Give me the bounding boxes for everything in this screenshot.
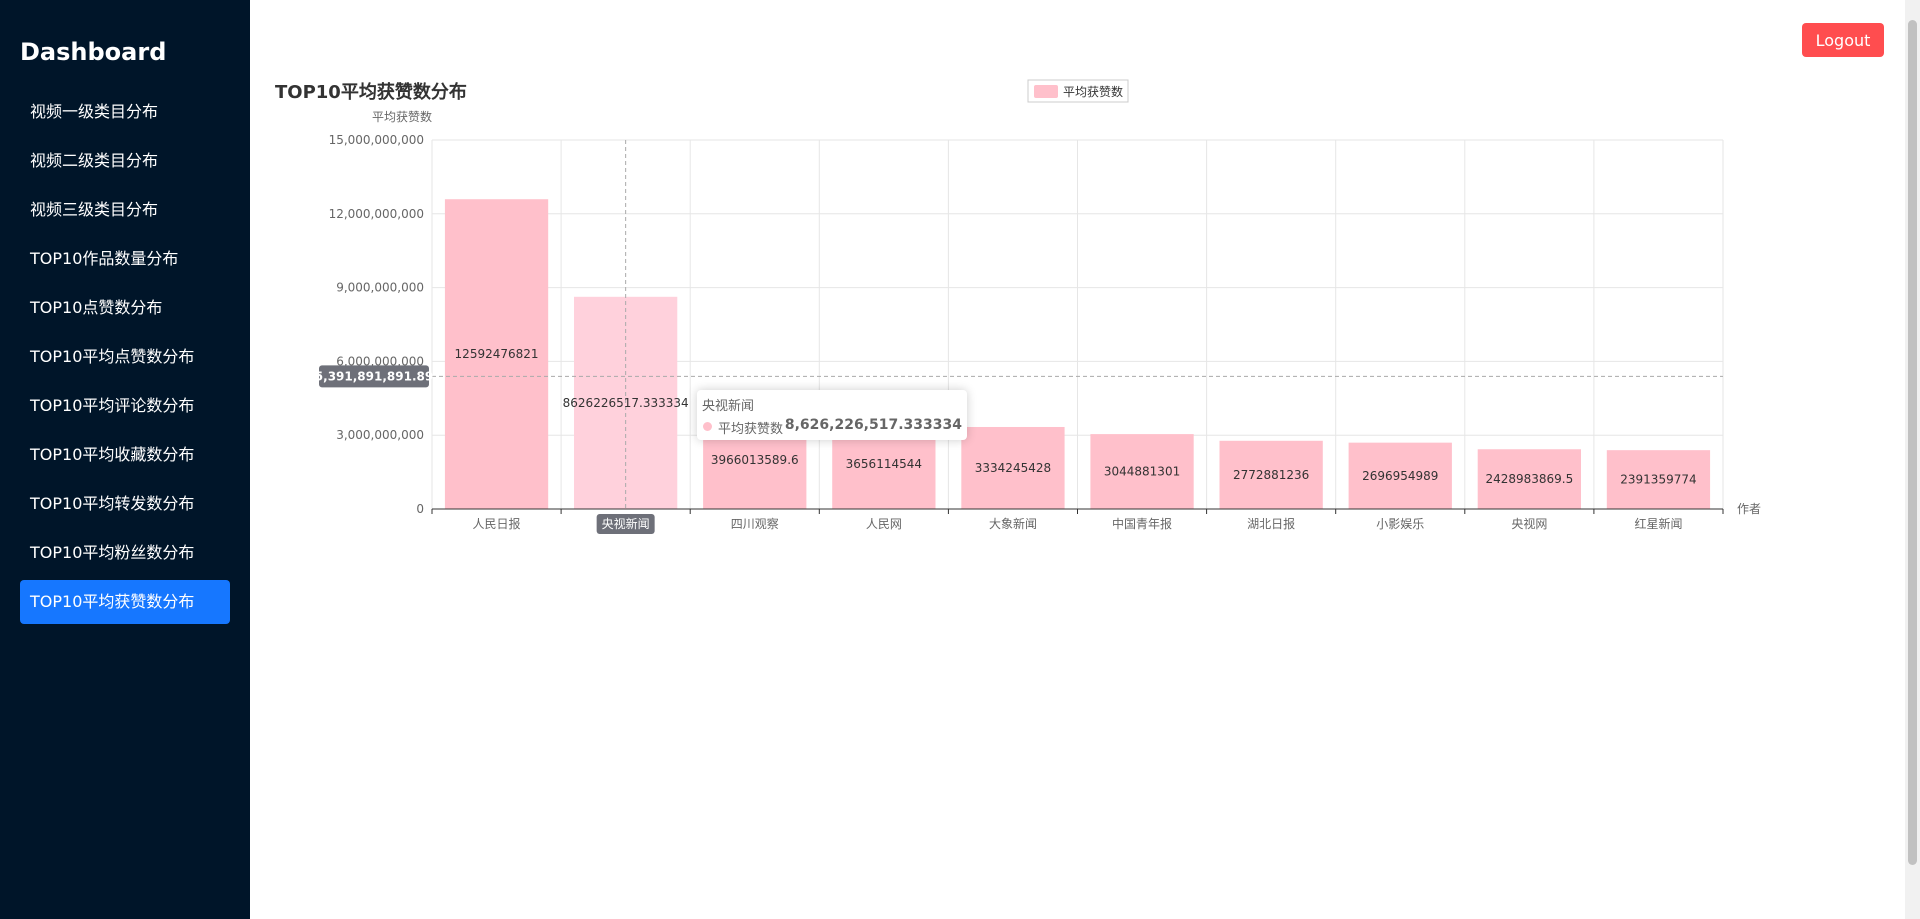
- x-category-label-4: 大象新闻: [989, 516, 1037, 531]
- tooltip-value: 8,626,226,517.333334: [784, 417, 962, 433]
- legend-swatch: [1034, 85, 1058, 98]
- y-tick-label: 0: [416, 502, 424, 516]
- y-tick-label: 15,000,000,000: [329, 133, 424, 147]
- sidebar-item-5[interactable]: TOP10平均点赞数分布: [30, 347, 195, 366]
- pointer-value-label: 5,391,891,891.89: [315, 369, 433, 383]
- bar-6: [1219, 440, 1323, 509]
- sidebar: Dashboard 视频一级类目分布 视频二级类目分布 视频三级类目分布 TOP10作…: [0, 0, 250, 919]
- y-tick-label: 6,000,000,000: [336, 354, 424, 368]
- x-category-label-2: 四川观察: [731, 517, 779, 531]
- sidebar-item-9[interactable]: TOP10平均粉丝数分布: [30, 543, 195, 562]
- x-category-label-1: 央视新闻: [602, 516, 650, 531]
- sidebar-item-7[interactable]: TOP10平均收藏数分布: [30, 445, 195, 464]
- tooltip-series-marker: [703, 422, 712, 431]
- brand-title: Dashboard: [20, 38, 167, 66]
- legend-label: 平均获赞数: [1063, 84, 1123, 99]
- x-category-label-0: 人民日报: [473, 516, 521, 531]
- main-content: Logout: [250, 0, 1920, 919]
- x-category-label-8: 央视网: [1511, 516, 1547, 531]
- x-category-label-9: 红星新闻: [1634, 516, 1682, 531]
- x-category-label-6: 湖北日报: [1247, 516, 1295, 531]
- sidebar-item-2[interactable]: 视频三级类目分布: [30, 200, 159, 219]
- bar-value-label-3: 3656114544: [846, 457, 922, 471]
- y-tick-label: 12,000,000,000: [329, 207, 424, 221]
- bar-0: [444, 199, 549, 509]
- bar-9: [1606, 450, 1711, 509]
- y-axis-name: 平均获赞数: [372, 109, 432, 124]
- hovered-category-badge: [596, 514, 655, 534]
- logout-button[interactable]: Logout: [1802, 23, 1884, 57]
- bar-value-label-4: 3334245428: [975, 461, 1051, 475]
- bar-chart: TOP10平均获赞数分布 平均获赞数平均获赞数03,000,000,0006,00…: [275, 79, 1761, 534]
- sidebar-item-1[interactable]: 视频二级类目分布: [30, 151, 159, 170]
- bar-value-label-2: 3966013589.6: [711, 453, 799, 467]
- chart-tooltip: 央视新闻 平均获赞数 8,626,226,517.333334: [697, 390, 967, 440]
- bar-value-label-1: 8626226517.333334: [563, 396, 689, 410]
- x-category-label-7: 小影娱乐: [1376, 517, 1424, 531]
- sidebar-item-6[interactable]: TOP10平均评论数分布: [30, 396, 195, 415]
- page-scrollbar[interactable]: [1905, 0, 1920, 919]
- tooltip-series-name: 平均获赞数: [718, 422, 784, 437]
- sidebar-item-8[interactable]: TOP10平均转发数分布: [30, 494, 195, 513]
- bar-value-label-0: 12592476821: [455, 347, 539, 361]
- bar-value-label-9: 2391359774: [1620, 473, 1696, 487]
- bar-value-label-7: 2696954989: [1362, 469, 1438, 483]
- sidebar-item-3[interactable]: TOP10作品数量分布: [30, 249, 179, 268]
- bar-value-label-8: 2428983869.5: [1485, 472, 1573, 486]
- y-tick-label: 9,000,000,000: [336, 281, 424, 295]
- sidebar-menu: 视频一级类目分布 视频二级类目分布 视频三级类目分布 TOP10作品数量分布 TOP10…: [20, 90, 230, 629]
- bar-value-label-6: 2772881236: [1233, 468, 1309, 482]
- sidebar-item-4[interactable]: TOP10点赞数分布: [30, 298, 163, 317]
- bar-4: [961, 426, 1065, 509]
- sidebar-item-10[interactable]: TOP10平均获赞数分布: [20, 580, 230, 624]
- x-category-label-3: 人民网: [866, 517, 902, 531]
- bar-5: [1090, 434, 1194, 509]
- y-tick-label: 3,000,000,000: [336, 428, 424, 442]
- sidebar-item-0[interactable]: 视频一级类目分布: [30, 102, 159, 121]
- x-category-label-5: 中国青年报: [1112, 516, 1172, 531]
- scrollbar-thumb[interactable]: [1908, 20, 1917, 865]
- bar-7: [1348, 442, 1452, 509]
- bar-value-label-5: 3044881301: [1104, 465, 1180, 479]
- pointer-value-badge: [319, 365, 429, 388]
- bar-8: [1477, 449, 1581, 509]
- x-axis-name: 作者: [1737, 502, 1761, 516]
- tooltip-title: 央视新闻: [702, 399, 755, 414]
- chart-title: TOP10平均获赞数分布: [275, 81, 467, 103]
